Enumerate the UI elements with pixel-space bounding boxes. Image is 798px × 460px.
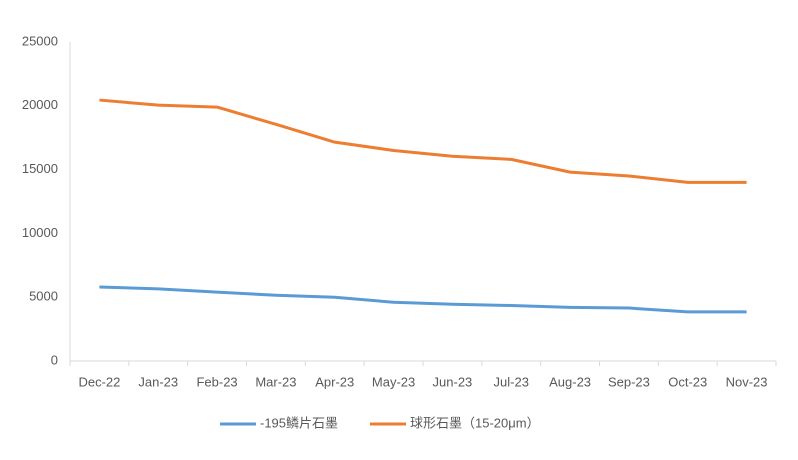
y-tick-label: 25000 — [22, 33, 58, 48]
x-tick-label: Jan-23 — [138, 374, 178, 389]
series-line — [99, 98, 747, 184]
y-tick-label: 15000 — [22, 161, 58, 176]
x-tick-label: May-23 — [372, 374, 415, 389]
y-tick-label: 20000 — [22, 97, 58, 112]
x-tick-label: Sep-23 — [608, 374, 650, 389]
x-tick-label: Mar-23 — [255, 374, 296, 389]
legend-label: -195鳞片石墨 — [260, 415, 338, 430]
y-tick-label: 10000 — [22, 225, 58, 240]
x-tick-label: Nov-23 — [726, 374, 768, 389]
legend-label: 球形石墨（15-20μm） — [410, 415, 540, 430]
x-tick-label: Dec-22 — [78, 374, 120, 389]
x-tick-label: Feb-23 — [196, 374, 237, 389]
series-line — [99, 285, 747, 314]
x-tick-label: Aug-23 — [549, 374, 591, 389]
y-tick-label: 0 — [51, 352, 58, 367]
x-tick-label: Apr-23 — [315, 374, 354, 389]
x-tick-label: Oct-23 — [668, 374, 707, 389]
x-tick-label: Jun-23 — [433, 374, 473, 389]
y-tick-label: 5000 — [29, 289, 58, 304]
x-tick-label: Jul-23 — [494, 374, 529, 389]
